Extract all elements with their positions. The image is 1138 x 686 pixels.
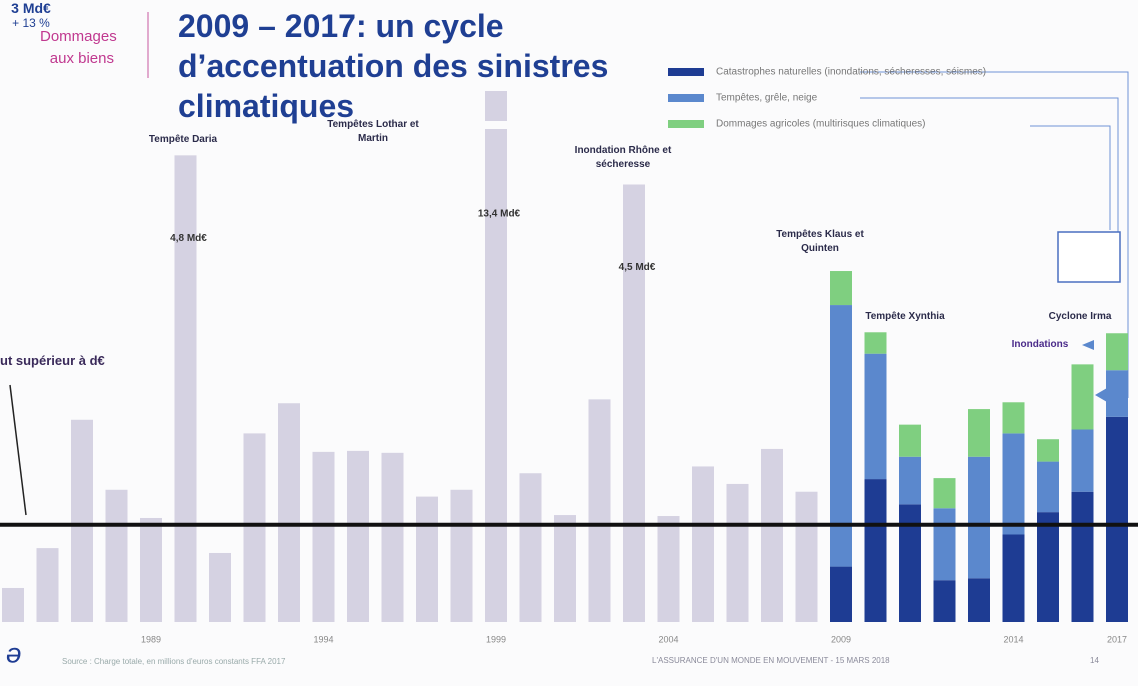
legend-label: Catastrophes naturelles (inondations, sé…	[716, 67, 986, 78]
bar	[864, 353, 887, 480]
bar	[2, 587, 24, 622]
bar	[1037, 512, 1059, 622]
x-tick-label: 2014	[1003, 634, 1023, 644]
bar	[899, 504, 921, 622]
bar	[485, 91, 507, 622]
x-tick-label: 2009	[831, 634, 851, 644]
bar	[795, 491, 818, 622]
legend-swatch	[668, 94, 704, 102]
bar	[933, 580, 956, 622]
value-label: 4,8 Md€	[170, 233, 207, 244]
x-tick-label: 1989	[141, 634, 161, 644]
value-label: 4,5 Md€	[619, 262, 656, 273]
bar	[519, 473, 542, 622]
bar	[899, 424, 921, 457]
logo: ә	[6, 637, 22, 668]
legend-swatch	[668, 68, 704, 76]
bar	[692, 466, 714, 622]
bar	[174, 155, 197, 623]
bar	[312, 451, 335, 622]
x-tick-label: 2017	[1107, 634, 1127, 644]
bar	[968, 456, 990, 579]
bar	[209, 552, 231, 622]
arrow-head	[1095, 388, 1107, 402]
bar	[1071, 364, 1094, 430]
bar	[623, 184, 645, 622]
annotation: Tempêtes Klaus et Quinten	[776, 229, 864, 254]
bar	[278, 403, 300, 622]
legend-swatch	[668, 120, 704, 128]
bar	[1071, 491, 1094, 622]
annotation: Inondations	[1011, 339, 1069, 350]
x-tick-label: 2004	[658, 634, 678, 644]
bar	[1106, 416, 1128, 622]
bar	[588, 399, 611, 622]
annotation: Inondation Rhône et sécheresse	[574, 145, 672, 170]
callout-change: + 13 %	[12, 16, 50, 30]
bar	[140, 517, 162, 622]
x-tick-label: 1994	[313, 634, 333, 644]
title: 2009 – 2017: un cycle d’accentuation des…	[178, 8, 609, 124]
legend-label: Tempêtes, grêle, neige	[716, 93, 818, 104]
bar	[864, 332, 887, 354]
bar	[830, 271, 852, 306]
source: Source : Charge totale, en millions d'eu…	[62, 657, 286, 666]
bar	[657, 516, 680, 622]
section-label: Dommages aux biens	[40, 28, 117, 67]
bar	[381, 452, 404, 622]
bar	[416, 496, 438, 622]
bar	[1071, 429, 1094, 492]
value-label: 13,4 Md€	[478, 209, 521, 220]
bar	[347, 450, 369, 622]
legend-label: Dommages agricoles (multirisques climati…	[716, 119, 926, 130]
bar	[243, 433, 266, 622]
bar	[830, 566, 852, 622]
bar	[1002, 534, 1025, 622]
bar	[830, 305, 852, 567]
arrow	[9, 384, 27, 516]
annotation: Cyclone Irma	[1048, 311, 1112, 322]
bar	[933, 478, 956, 509]
annotation: Tempêtes Lothar et Martin	[327, 119, 419, 144]
bar	[1037, 439, 1059, 462]
bar	[450, 489, 473, 622]
bar	[968, 578, 990, 622]
bar	[1106, 333, 1128, 371]
arrow-head	[1082, 340, 1094, 350]
event: L'ASSURANCE D'UN MONDE EN MOUVEMENT - 15…	[652, 656, 890, 665]
connector	[1030, 125, 1111, 230]
bar	[899, 456, 921, 505]
annotation: Tempête Xynthia	[865, 311, 945, 322]
page-number: 14	[1090, 656, 1099, 665]
x-tick-label: 1999	[486, 634, 506, 644]
bar	[1002, 402, 1025, 434]
threshold-label: ut supérieur à d€	[0, 353, 105, 368]
connector	[860, 97, 1119, 250]
bar	[1002, 433, 1025, 535]
bar	[36, 548, 59, 622]
bar	[105, 489, 128, 622]
callout-value: 3 Md€	[11, 0, 51, 16]
bar	[761, 448, 783, 622]
bar	[726, 483, 749, 622]
bar	[968, 409, 990, 457]
annotation: Tempête Daria	[148, 134, 218, 145]
bar	[1106, 370, 1128, 417]
callout-box	[1057, 231, 1121, 283]
connector	[860, 71, 1129, 398]
bar	[554, 515, 576, 622]
bar	[933, 508, 956, 581]
bar	[1037, 461, 1059, 513]
bar-break	[483, 121, 509, 129]
bar	[71, 419, 93, 622]
bar	[864, 479, 887, 622]
